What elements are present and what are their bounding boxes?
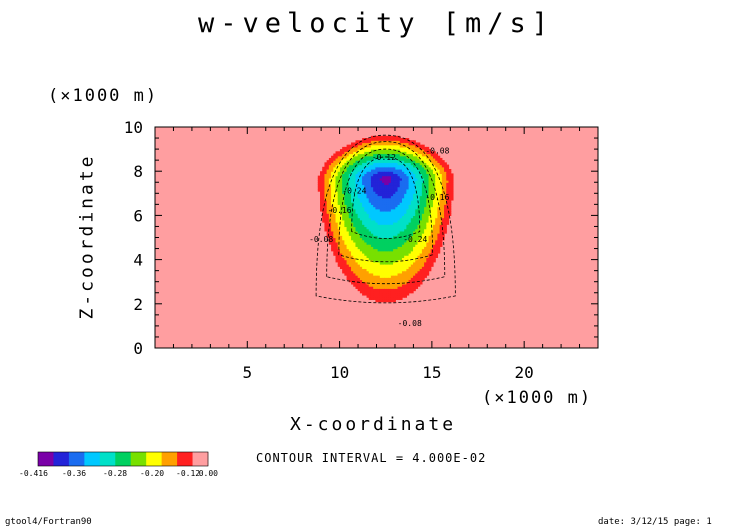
contour-label: -0.08 <box>309 235 333 244</box>
x-scale-label: (×1000 m) <box>482 388 592 408</box>
y-tick-label: 10 <box>124 118 143 137</box>
colorbar-swatch <box>162 452 178 466</box>
contour-label: -0.24 <box>342 186 366 195</box>
footer-left: gtool4/Fortran90 <box>5 517 92 527</box>
x-tick-label: 5 <box>242 363 252 382</box>
colorbar-swatch <box>69 452 85 466</box>
x-tick-label: 20 <box>515 363 534 382</box>
colorbar: -0.416 -0.36 -0.28 -0.20 -0.120.00 <box>19 452 218 478</box>
x-tick-label: 10 <box>330 363 349 382</box>
y-axis-label: Z-coordinate <box>77 132 98 342</box>
colorbar-swatch <box>177 452 193 466</box>
colorbar-swatch <box>53 452 69 466</box>
colorbar-swatch <box>38 452 54 466</box>
colorbar-label: -0.28 <box>103 469 127 478</box>
colorbar-swatch <box>131 452 147 466</box>
y-tick-label: 8 <box>133 162 143 181</box>
colorbar-swatch <box>115 452 131 466</box>
y-tick-label: 6 <box>133 206 143 225</box>
y-tick-label: 4 <box>133 251 143 270</box>
y-tick-label: 0 <box>133 339 143 358</box>
footer-right: date: 3/12/15 page: 1 <box>598 517 712 527</box>
colorbar-swatch <box>146 452 162 466</box>
colorbar-label: -0.416 <box>19 469 48 478</box>
x-axis-label: X-coordinate <box>290 414 456 435</box>
y-tick-label: 2 <box>133 295 143 314</box>
contour-label: -0.16 <box>425 193 449 202</box>
contour-interval: CONTOUR INTERVAL = 4.000E-02 <box>256 451 486 465</box>
colorbar-label: -0.36 <box>62 469 86 478</box>
contour-label: -0.24 <box>403 235 427 244</box>
colorbar-label: -0.12 <box>176 469 200 478</box>
contour-label: -0.08 <box>425 147 449 156</box>
contour-label: -0.08 <box>398 319 422 328</box>
y-scale-label: (×1000 m) <box>48 86 158 106</box>
colorbar-label: 0.00 <box>199 469 218 478</box>
contour-label: -0.16 <box>328 206 352 215</box>
contour-label: -0.12 <box>372 153 396 162</box>
colorbar-swatch <box>193 452 209 466</box>
colorbar-label: -0.20 <box>140 469 164 478</box>
x-tick-label: 15 <box>422 363 441 382</box>
colorbar-swatch <box>100 452 116 466</box>
colorbar-swatch <box>84 452 100 466</box>
